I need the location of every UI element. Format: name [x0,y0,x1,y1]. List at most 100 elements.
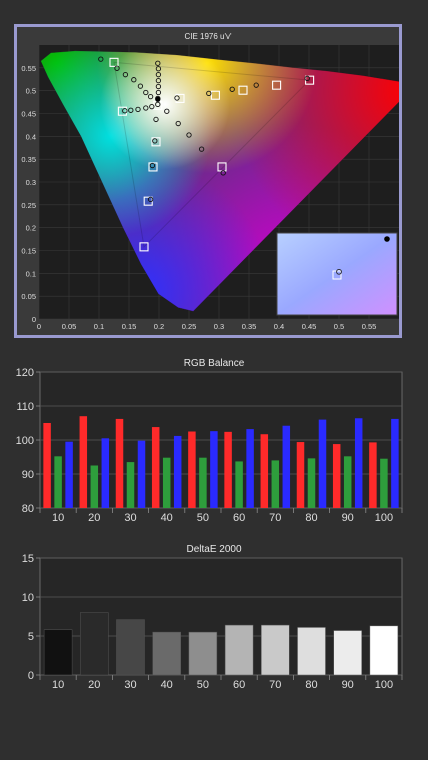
y-tick-label: 0 [28,670,34,682]
bar-100 [369,625,399,676]
y-tick-label: 0.45 [21,110,36,119]
measured-point [122,108,128,114]
bar-2-50 [210,431,218,508]
bar-20 [80,612,109,676]
bar-50 [188,631,218,676]
measured-point [198,146,205,152]
white-point-marker [155,96,161,102]
bar-1-10 [54,456,62,508]
cie-chart-panel: CIE 1976 u'v' 0 0.05 0.1 0.15 0.2 0.25 0.3 0.35… [14,24,414,338]
x-tick-label: 50 [197,512,209,522]
bar-0-10 [43,423,51,508]
bar-2-90 [354,418,363,508]
bar-1-80 [307,458,316,508]
measured-point [155,66,162,72]
measured-point [155,77,162,84]
x-tick-label: 0.1 [94,322,104,331]
x-tick-label: 90 [342,679,354,691]
bar-0-50 [188,431,196,508]
bar-2-10 [65,441,73,508]
measured-point [164,108,170,114]
bar-0-70 [260,434,269,508]
y-tick-label: 0 [32,315,36,324]
measured-point [155,101,161,108]
y-tick-label: 0.05 [21,292,36,301]
cie-axes: 0 0.05 0.1 0.15 0.2 0.25 0.3 0.35 0.4 0.45 0.5 0.55… [21,64,376,331]
x-tick-label: 40 [161,512,173,522]
target-square [151,137,161,147]
bar-40 [152,631,181,676]
y-tick-label: 0.2 [26,224,36,233]
bar-2-70 [282,425,291,508]
bar-1-70 [271,460,280,508]
y-tick-label: 10 [22,592,34,604]
y-tick-label: 120 [16,367,34,379]
bar-10 [43,629,73,676]
bar-0-40 [151,427,160,508]
y-tick-label: 0.4 [26,132,36,141]
measured-point [155,72,162,78]
rgb-title: RGB Balance [184,358,245,369]
x-tick-label: 0.15 [122,322,137,331]
bar-2-20 [101,438,110,508]
gamut-triangle [113,61,311,248]
rgb-balance-panel: RGB Balance 80 90 100 110 120 10 20 30 40 50 60 70 8… [0,352,428,524]
x-tick-label: 80 [305,679,317,691]
x-tick-label: 10 [52,512,64,522]
y-tick-label: 0.35 [21,155,36,164]
white-glow [100,50,230,170]
measured-point [152,138,158,144]
measured-point [253,82,259,88]
bar-0-20 [79,416,88,508]
rgb-balance-chart: RGB Balance 80 90 100 110 120 10 20 30 40 50 60 70 8… [16,358,403,524]
bar-30 [116,619,145,676]
y-tick-label: 80 [22,503,34,515]
measured-point [155,60,161,66]
cie-title: CIE 1976 u'v' [184,32,232,41]
y-tick-label: 0.25 [21,201,36,210]
bar-0-90 [332,444,341,508]
target-square [109,57,119,67]
measured-point [147,93,154,100]
y-tick-label: 100 [16,435,34,447]
x-tick-label: 90 [342,512,354,522]
y-tick-label: 110 [16,401,34,413]
x-tick-label: 0.3 [214,322,224,331]
bar-1-50 [199,457,207,508]
measured-point [143,89,149,96]
bar-70 [261,624,290,676]
x-tick-label: 20 [88,679,100,691]
x-tick-label: 0.55 [362,322,377,331]
x-tick-label: 10 [52,679,64,691]
x-tick-label: 100 [375,512,393,522]
x-tick-label: 0.4 [274,322,284,331]
bar-90 [333,630,362,676]
x-tick-label: 100 [375,679,393,691]
bar-1-60 [235,461,243,508]
target-square [117,106,127,116]
measured-point [135,106,141,113]
bar-0-60 [224,431,232,508]
bar-1-30 [126,462,135,508]
x-tick-label: 60 [233,679,245,691]
bar-1-20 [90,465,99,508]
inset-reference-point [384,236,390,242]
measured-point [143,105,149,111]
bar-1-100 [380,458,388,508]
bar-60 [224,624,254,676]
y-tick-label: 5 [28,631,34,643]
deltae-panel: DeltaE 2000 0 5 10 15 10 20 30 40 50 60 70 80 90 100 [0,538,428,693]
cie-chart: CIE 1976 u'v' 0 0.05 0.1 0.15 0.2 0.25 0.3 0.35… [21,32,414,331]
y-tick-label: 0.15 [21,247,36,256]
measured-point [98,56,104,62]
x-tick-label: 0.2 [154,322,164,331]
x-tick-label: 0.05 [62,322,77,331]
target-square [175,93,185,103]
measured-point [206,90,212,97]
measured-point [131,77,137,83]
measured-point [153,116,159,123]
measured-point [186,132,192,138]
deltae-title: DeltaE 2000 [186,544,241,555]
target-square [148,162,158,172]
x-tick-label: 70 [269,512,281,522]
